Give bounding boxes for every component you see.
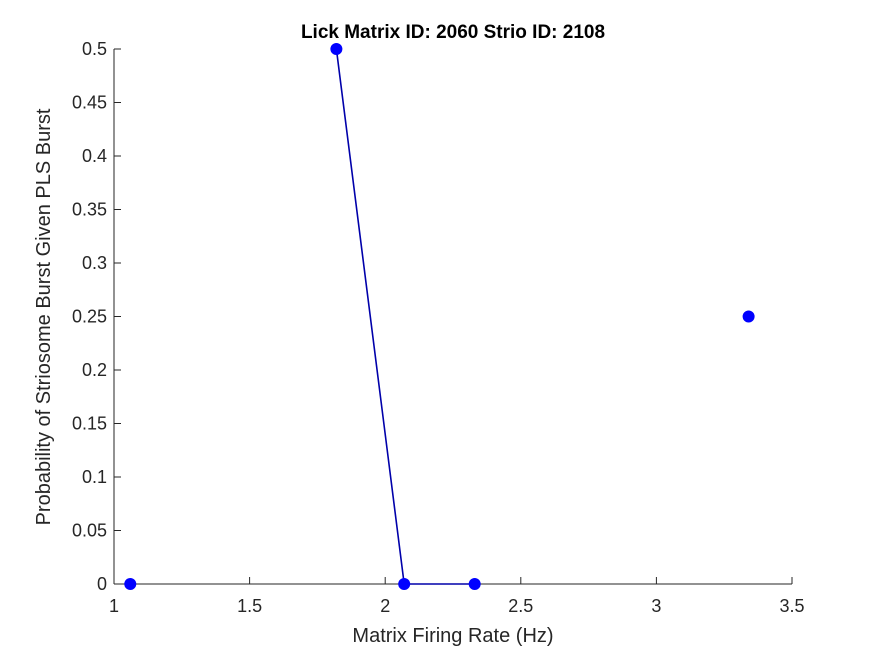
y-axis-label: Probability of Striosome Burst Given PLS… — [33, 108, 55, 525]
data-point — [468, 578, 481, 590]
x-axis-ticks: 1 1.5 2 2.5 3 3.5 — [109, 577, 805, 616]
x-tick-label: 3 — [651, 596, 661, 616]
x-tick-label: 1 — [109, 596, 119, 616]
x-axis-label: Matrix Firing Rate (Hz) — [352, 625, 553, 647]
x-tick-label: 1.5 — [237, 596, 262, 616]
series-line — [335, 48, 475, 585]
y-tick-label: 0.2 — [82, 360, 107, 380]
axes — [113, 49, 792, 585]
y-axis-ticks: 0 0.05 0.1 0.15 0.2 0.25 0.3 0.35 0.4 0.45 0.5 — [72, 39, 121, 594]
y-tick-label: 0.4 — [82, 146, 107, 166]
x-tick-label: 3.5 — [779, 596, 804, 616]
y-tick-label: 0 — [97, 574, 107, 594]
y-tick-label: 0.3 — [82, 253, 107, 273]
y-tick-label: 0.5 — [82, 39, 107, 59]
plot-series — [124, 43, 755, 590]
y-tick-label: 0.35 — [72, 200, 107, 220]
chart-title: Lick Matrix ID: 2060 Strio ID: 2108 — [301, 22, 605, 43]
x-tick-label: 2.5 — [508, 596, 533, 616]
data-point — [330, 43, 343, 55]
data-point — [742, 310, 755, 323]
data-point — [124, 578, 137, 590]
y-tick-label: 0.45 — [72, 93, 107, 113]
y-tick-label: 0.05 — [72, 521, 107, 541]
data-point — [398, 578, 411, 590]
y-tick-label: 0.15 — [72, 414, 107, 434]
x-tick-label: 2 — [380, 596, 390, 616]
y-tick-label: 0.1 — [82, 467, 107, 487]
y-tick-label: 0.25 — [72, 307, 107, 327]
